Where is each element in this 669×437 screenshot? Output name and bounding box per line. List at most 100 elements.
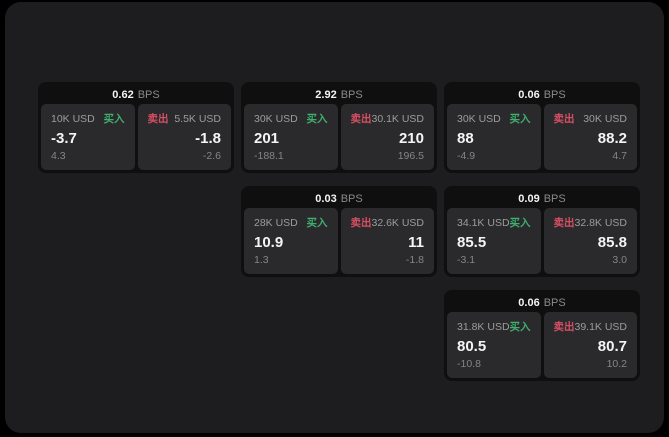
sell-topline: 卖出 30K USD	[554, 111, 628, 126]
bps-header: 0.06 BPS	[447, 85, 637, 104]
buy-tag[interactable]: 买入	[306, 113, 328, 125]
buy-panel[interactable]: 28K USD 买入 10.9 1.3	[244, 208, 338, 274]
buy-price: 85.5	[457, 233, 487, 251]
buy-price: 201	[254, 129, 280, 147]
sell-delta: 196.5	[397, 150, 424, 162]
sell-amount: 30K USD	[583, 112, 627, 125]
sell-amount: 5.5K USD	[174, 112, 221, 125]
bps-value: 0.09	[518, 192, 540, 205]
sell-amount: 39.1K USD	[574, 320, 628, 333]
buy-topline: 30K USD 买入	[457, 111, 531, 126]
buy-amount: 10K USD	[51, 112, 95, 125]
buy-topline: 31.8K USD 买入	[457, 319, 531, 334]
bps-value: 0.06	[518, 88, 540, 101]
bps-unit-label: BPS	[543, 296, 566, 309]
buy-panel[interactable]: 30K USD 买入 201 -188.1	[244, 104, 338, 170]
quote-card[interactable]: 2.92 BPS 30K USD 买入 201 -188.1 卖出 30.1K …	[241, 82, 437, 173]
app-panel: 0.62 BPS 10K USD 买入 -3.7 4.3 卖出 5.5K USD	[5, 2, 664, 433]
sell-delta: -1.8	[405, 254, 424, 266]
buy-tag[interactable]: 买入	[306, 217, 328, 229]
buy-delta: -188.1	[254, 150, 284, 162]
bps-header: 2.92 BPS	[244, 85, 434, 104]
bps-unit-label: BPS	[340, 88, 363, 101]
buy-delta: -10.8	[457, 358, 481, 370]
sell-topline: 卖出 30.1K USD	[351, 111, 425, 126]
quote-card-body: 10K USD 买入 -3.7 4.3 卖出 5.5K USD -1.8 -2.…	[41, 104, 231, 170]
sell-topline: 卖出 32.6K USD	[351, 215, 425, 230]
sell-price: 11	[408, 233, 424, 251]
sell-topline: 卖出 39.1K USD	[554, 319, 628, 334]
buy-tag[interactable]: 买入	[509, 321, 531, 333]
sell-tag[interactable]: 卖出	[350, 217, 372, 229]
buy-amount: 28K USD	[254, 216, 298, 229]
sell-price: 88.2	[597, 129, 627, 147]
quote-card-body: 28K USD 买入 10.9 1.3 卖出 32.6K USD 11 -1.8	[244, 208, 434, 274]
quote-card-body: 30K USD 买入 88 -4.9 卖出 30K USD 88.2 4.7	[447, 104, 637, 170]
buy-topline: 34.1K USD 买入	[457, 215, 531, 230]
sell-delta: 4.7	[612, 150, 627, 162]
quote-card[interactable]: 0.06 BPS 31.8K USD 买入 80.5 -10.8 卖出 39.1…	[444, 290, 640, 381]
buy-amount: 34.1K USD	[457, 216, 510, 229]
sell-delta: 3.0	[612, 254, 627, 266]
sell-amount: 32.6K USD	[371, 216, 425, 229]
sell-panel[interactable]: 卖出 30K USD 88.2 4.7	[543, 104, 637, 170]
sell-tag[interactable]: 卖出	[350, 113, 372, 125]
quote-card-body: 30K USD 买入 201 -188.1 卖出 30.1K USD 210 1…	[244, 104, 434, 170]
sell-panel[interactable]: 卖出 5.5K USD -1.8 -2.6	[137, 104, 231, 170]
buy-tag[interactable]: 买入	[509, 217, 531, 229]
bps-unit-label: BPS	[543, 88, 566, 101]
buy-tag[interactable]: 买入	[509, 113, 531, 125]
bps-value: 0.06	[518, 296, 540, 309]
sell-panel[interactable]: 卖出 39.1K USD 80.7 10.2	[543, 312, 637, 378]
bps-value: 0.62	[112, 88, 134, 101]
bps-unit-label: BPS	[340, 192, 363, 205]
bps-unit-label: BPS	[543, 192, 566, 205]
buy-delta: -3.1	[457, 254, 476, 266]
buy-panel[interactable]: 34.1K USD 买入 85.5 -3.1	[447, 208, 541, 274]
sell-panel[interactable]: 卖出 32.6K USD 11 -1.8	[340, 208, 434, 274]
buy-amount: 30K USD	[457, 112, 501, 125]
buy-amount: 31.8K USD	[457, 320, 510, 333]
quote-card[interactable]: 0.03 BPS 28K USD 买入 10.9 1.3 卖出 32.6K US…	[241, 186, 437, 277]
sell-tag[interactable]: 卖出	[553, 113, 575, 125]
sell-topline: 卖出 5.5K USD	[148, 111, 222, 126]
bps-header: 0.09 BPS	[447, 189, 637, 208]
buy-delta: 1.3	[254, 254, 269, 266]
buy-delta: -4.9	[457, 150, 476, 162]
buy-topline: 30K USD 买入	[254, 111, 328, 126]
buy-topline: 28K USD 买入	[254, 215, 328, 230]
sell-price: 80.7	[597, 337, 627, 355]
sell-tag[interactable]: 卖出	[147, 113, 169, 125]
sell-price: 210	[398, 129, 424, 147]
sell-delta: -2.6	[202, 150, 221, 162]
buy-amount: 30K USD	[254, 112, 298, 125]
sell-price: 85.8	[597, 233, 627, 251]
quote-card[interactable]: 0.06 BPS 30K USD 买入 88 -4.9 卖出 30K USD	[444, 82, 640, 173]
sell-amount: 30.1K USD	[371, 112, 425, 125]
bps-value: 0.03	[315, 192, 337, 205]
buy-panel[interactable]: 30K USD 买入 88 -4.9	[447, 104, 541, 170]
bps-header: 0.62 BPS	[41, 85, 231, 104]
quote-card[interactable]: 0.09 BPS 34.1K USD 买入 85.5 -3.1 卖出 32.8K…	[444, 186, 640, 277]
buy-tag[interactable]: 买入	[103, 113, 125, 125]
quote-card-body: 34.1K USD 买入 85.5 -3.1 卖出 32.8K USD 85.8…	[447, 208, 637, 274]
buy-price: -3.7	[51, 129, 77, 147]
buy-price: 80.5	[457, 337, 487, 355]
sell-amount: 32.8K USD	[574, 216, 628, 229]
sell-panel[interactable]: 卖出 32.8K USD 85.8 3.0	[543, 208, 637, 274]
buy-panel[interactable]: 31.8K USD 买入 80.5 -10.8	[447, 312, 541, 378]
buy-price: 88	[457, 129, 474, 147]
sell-delta: 10.2	[606, 358, 627, 370]
sell-panel[interactable]: 卖出 30.1K USD 210 196.5	[340, 104, 434, 170]
quote-card-body: 31.8K USD 买入 80.5 -10.8 卖出 39.1K USD 80.…	[447, 312, 637, 378]
bps-header: 0.06 BPS	[447, 293, 637, 312]
sell-tag[interactable]: 卖出	[553, 321, 575, 333]
bps-unit-label: BPS	[137, 88, 160, 101]
buy-price: 10.9	[254, 233, 284, 251]
sell-tag[interactable]: 卖出	[553, 217, 575, 229]
bps-value: 2.92	[315, 88, 337, 101]
quote-cards-grid: 0.62 BPS 10K USD 买入 -3.7 4.3 卖出 5.5K USD	[38, 82, 640, 381]
sell-topline: 卖出 32.8K USD	[554, 215, 628, 230]
quote-card[interactable]: 0.62 BPS 10K USD 买入 -3.7 4.3 卖出 5.5K USD	[38, 82, 234, 173]
buy-panel[interactable]: 10K USD 买入 -3.7 4.3	[41, 104, 135, 170]
